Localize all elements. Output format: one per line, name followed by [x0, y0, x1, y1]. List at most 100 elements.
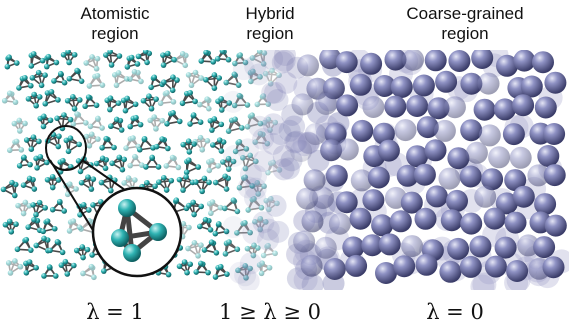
tetrahedral-molecule — [245, 195, 265, 213]
hybrid-sphere — [275, 71, 298, 94]
cg-sphere — [465, 141, 488, 164]
cg-sphere — [543, 164, 566, 187]
coarse-grained-region-label-line1: Coarse-grained — [406, 4, 524, 23]
tetrahedral-molecule — [29, 69, 48, 89]
cg-sphere — [427, 97, 450, 120]
tetrahedral-molecule — [23, 259, 39, 276]
tetrahedral-molecule — [183, 157, 202, 176]
cg-sphere — [349, 207, 372, 230]
cg-sphere — [488, 146, 511, 169]
cg-sphere — [496, 54, 518, 77]
cg-sphere — [460, 212, 483, 235]
hybrid-sphere — [264, 81, 287, 104]
cg-sphere — [414, 207, 437, 230]
tetrahedral-molecule — [73, 244, 91, 261]
tetrahedral-molecule — [49, 198, 67, 214]
tetrahedral-molecule — [234, 220, 253, 236]
cg-sphere — [303, 169, 326, 192]
cg-sphere — [415, 253, 438, 276]
tetrahedral-molecule — [82, 94, 100, 110]
tetrahedral-molecule — [44, 173, 62, 191]
hybrid-sphere — [261, 50, 284, 70]
cg-sphere — [335, 51, 358, 74]
cg-sphere — [336, 94, 359, 117]
tetrahedral-molecule — [43, 53, 60, 70]
cg-sphere — [460, 119, 483, 142]
cg-sphere — [406, 95, 429, 117]
tetrahedral-molecule — [2, 218, 19, 235]
cg-sphere — [513, 50, 536, 72]
tetrahedral-molecule — [263, 195, 280, 213]
tetrahedral-molecule — [252, 130, 271, 147]
tetrahedral-molecule — [124, 54, 141, 70]
hybrid-sphere — [244, 177, 267, 200]
cg-sphere — [533, 236, 556, 259]
tetrahedral-molecule — [41, 264, 59, 279]
cg-sphere — [481, 168, 504, 191]
hybrid-sphere — [252, 150, 275, 173]
tetrahedral-molecule — [193, 260, 211, 276]
cg-sphere — [300, 254, 323, 277]
hybrid-sphere — [262, 113, 285, 136]
hybrid-sphere — [278, 119, 301, 142]
tetrahedral-molecule — [212, 173, 231, 192]
cg-sphere — [433, 119, 456, 142]
cg-sphere — [493, 98, 516, 121]
cg-sphere — [532, 51, 554, 74]
cg-sphere — [396, 164, 419, 187]
tetrahedral-molecule — [40, 218, 58, 235]
tetrahedral-molecule — [223, 71, 242, 88]
cg-sphere — [349, 73, 372, 96]
cg-sphere — [293, 230, 316, 253]
cg-sphere — [438, 167, 461, 190]
hybrid-sphere — [273, 50, 296, 67]
tetrahedral-molecule — [42, 89, 61, 107]
tetrahedral-molecule — [176, 259, 194, 276]
cg-sphere — [323, 258, 346, 280]
cg-sphere — [393, 255, 416, 278]
cg-sphere — [360, 52, 383, 75]
tetrahedral-molecule — [176, 174, 196, 193]
cg-sphere — [350, 169, 373, 192]
cg-sphere — [471, 50, 494, 69]
cg-sphere — [412, 74, 435, 97]
tetrahedral-molecule — [232, 139, 250, 155]
tetrahedral-molecule — [161, 74, 180, 94]
cg-sphere — [504, 169, 527, 192]
cg-sphere — [435, 70, 458, 93]
cg-sphere — [394, 119, 417, 142]
tetrahedral-molecule — [120, 95, 139, 114]
tetrahedral-molecule — [30, 199, 48, 218]
tetrahedral-molecule — [197, 216, 214, 233]
cg-sphere — [312, 187, 335, 209]
tetrahedral-molecule — [207, 116, 225, 133]
cg-sphere — [362, 189, 385, 212]
tetrahedral-molecule — [156, 174, 175, 193]
cg-sphere — [371, 214, 394, 237]
coarse-grained-region-label: Coarse-grained region — [365, 4, 565, 44]
background-cg-sphere — [470, 274, 495, 290]
tetrahedral-molecule — [186, 199, 205, 218]
hybrid-sphere — [252, 128, 275, 151]
hybrid-sphere — [222, 216, 245, 239]
hybrid-sphere — [239, 252, 262, 275]
tetrahedral-molecule — [83, 54, 101, 72]
cg-sphere — [459, 255, 482, 278]
coarse-grained-region-label-line2: region — [441, 24, 489, 43]
cg-sphere — [377, 139, 400, 162]
cg-sphere — [495, 192, 518, 215]
cg-sphere — [373, 75, 396, 97]
hybrid-region-label-line1: Hybrid — [245, 4, 295, 23]
tetrahedral-molecule — [60, 50, 78, 66]
tetrahedral-molecule — [222, 239, 241, 257]
hybrid-sphere — [283, 115, 306, 138]
cg-sphere — [362, 96, 385, 118]
tetrahedral-molecule — [265, 159, 283, 176]
tetrahedral-molecule — [104, 95, 122, 113]
tetrahedral-molecule — [220, 155, 237, 172]
tetrahedral-molecule — [103, 50, 123, 68]
simulation-scene — [0, 50, 569, 290]
tetrahedral-molecule — [193, 175, 212, 195]
tetrahedral-molecule — [57, 157, 74, 175]
atomistic-molecules — [0, 50, 283, 281]
